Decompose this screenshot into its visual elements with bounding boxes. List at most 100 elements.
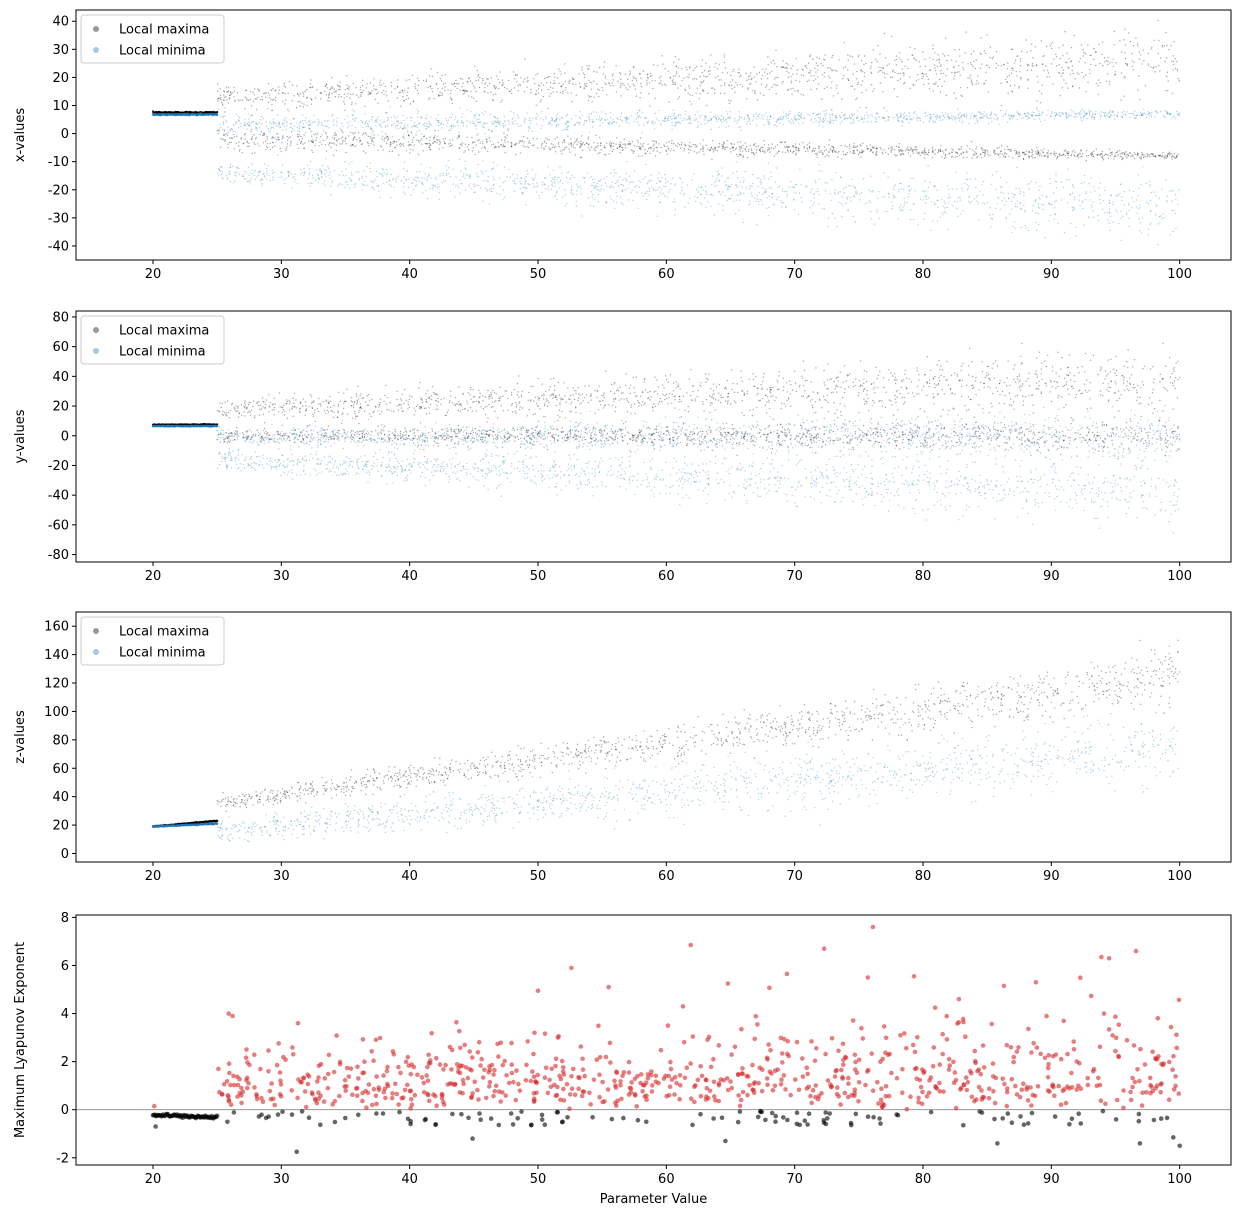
data-point [1057,222,1059,225]
data-point [695,188,698,190]
data-point [729,115,731,118]
data-point [1050,152,1052,154]
data-point [842,77,844,80]
data-point [558,68,560,70]
data-point [285,129,287,131]
data-point [410,117,412,119]
data-point [1093,116,1096,119]
data-point [1009,119,1011,121]
data-point [462,125,465,127]
data-point [912,54,914,56]
data-point [1163,155,1166,158]
data-point [532,169,534,171]
data-point [985,79,987,82]
data-point [343,93,346,95]
data-point [416,131,418,133]
data-point [1041,63,1044,65]
data-point [434,129,436,132]
data-point [1172,55,1174,57]
data-point [861,92,863,94]
data-point [735,81,737,84]
data-point [447,159,449,162]
data-point [774,146,777,148]
data-point [501,79,504,81]
data-point [726,140,728,142]
data-point [991,118,993,120]
data-point [1088,114,1091,116]
data-point [932,44,934,47]
data-point [430,124,432,126]
data-point [1039,153,1041,155]
data-point [313,121,315,124]
data-point [436,139,439,142]
data-point [900,116,902,118]
data-point [999,153,1001,155]
data-point [1066,153,1068,155]
data-point [875,120,877,123]
data-point [586,65,588,67]
data-point [335,134,337,136]
data-point [933,121,935,123]
data-point [309,97,311,99]
data-point [806,80,809,83]
data-point [1132,191,1134,193]
data-point [1031,114,1033,117]
data-point [1124,152,1126,154]
data-point [800,93,802,95]
data-point [1074,116,1076,118]
data-point [580,140,582,143]
data-point [1042,111,1044,114]
data-point [882,67,885,70]
data-point [818,83,820,85]
data-point [1004,113,1006,116]
data-point [672,81,674,83]
data-point [471,96,473,98]
data-point [1028,155,1031,158]
data-point [1036,100,1038,102]
data-point [684,88,686,90]
data-point [584,181,586,184]
data-point [748,204,750,206]
data-point [316,89,318,91]
data-point [370,128,373,130]
data-point [1028,151,1030,153]
data-point [656,118,658,120]
data-point [742,221,745,224]
data-point [386,111,388,114]
data-point [577,121,580,124]
data-point [740,146,742,148]
data-point [602,73,605,75]
data-point [833,148,835,151]
data-point [403,100,405,102]
data-point [1102,64,1104,67]
data-point [552,91,554,93]
data-point [358,132,360,134]
data-point [224,115,226,117]
data-point [624,143,626,145]
data-point [547,166,549,168]
data-point [350,145,352,147]
data-point [520,77,522,79]
data-point [471,136,473,139]
data-point [863,72,866,74]
data-point [932,146,934,148]
data-point [366,83,368,85]
data-point [902,153,904,155]
data-point [438,122,440,124]
data-point [858,54,860,56]
data-point [354,126,356,129]
data-point [1165,111,1168,113]
data-point [1131,60,1133,62]
data-point [688,85,690,87]
data-point [892,69,894,71]
data-point [886,64,888,67]
data-point [383,137,386,140]
data-point [306,97,308,99]
data-point [570,145,573,147]
data-point [418,129,421,132]
data-point [380,146,383,148]
data-point [738,111,740,113]
data-point [1041,84,1044,86]
data-point [609,85,611,87]
data-point [432,186,434,188]
